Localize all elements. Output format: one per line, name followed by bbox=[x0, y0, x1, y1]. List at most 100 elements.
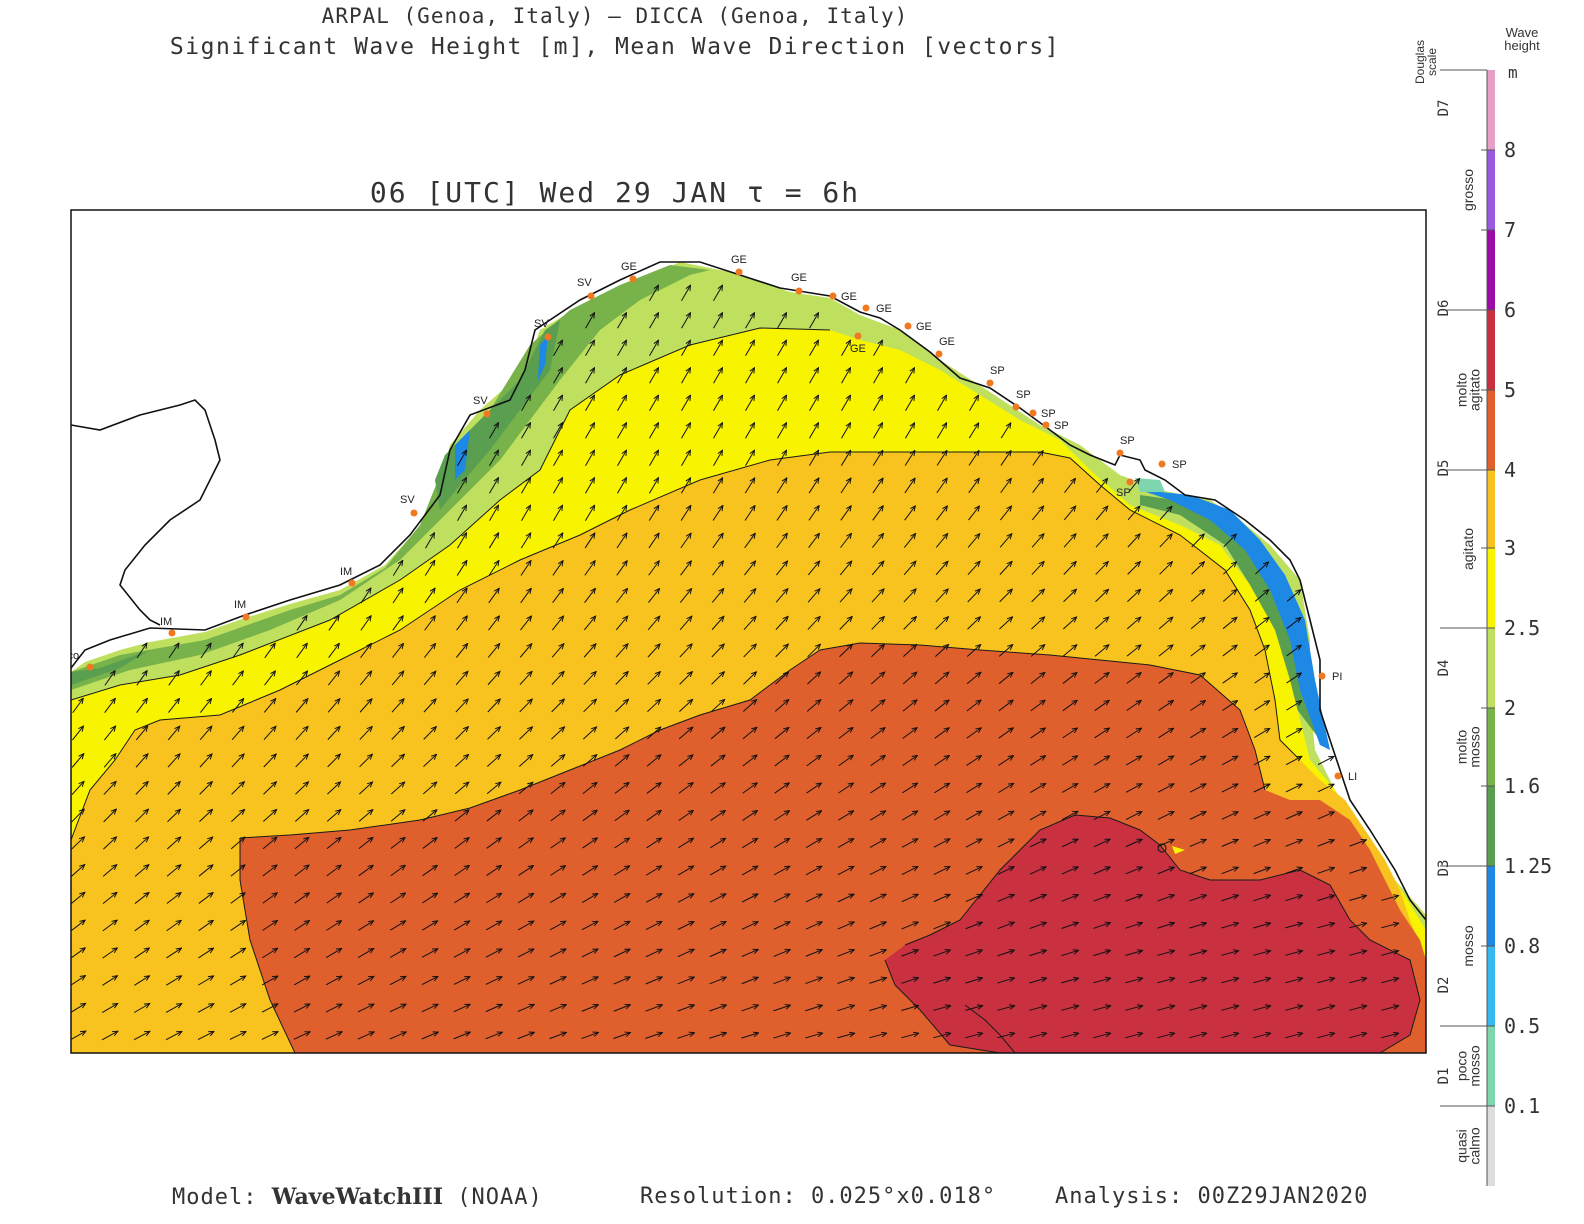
wave-vector bbox=[425, 533, 434, 549]
wave-vector bbox=[167, 782, 181, 795]
wave-vector bbox=[553, 450, 563, 467]
wave-vector bbox=[870, 700, 885, 712]
wave-vector bbox=[713, 450, 723, 467]
wave-vector bbox=[1285, 895, 1302, 902]
wave-vector bbox=[901, 950, 919, 957]
wave-vector bbox=[582, 755, 597, 767]
wave-vector bbox=[1317, 756, 1334, 766]
wave-vector bbox=[773, 922, 790, 930]
wave-vector bbox=[933, 811, 950, 821]
wave-vector bbox=[1189, 895, 1207, 902]
wave-vector bbox=[1189, 1033, 1206, 1039]
wave-vector bbox=[805, 1005, 822, 1012]
wave-vector bbox=[585, 478, 595, 494]
wave-vector bbox=[1190, 589, 1204, 602]
city-label: SP bbox=[990, 365, 1005, 377]
wave-vector bbox=[294, 948, 309, 959]
colorbar-tick-label: 6 bbox=[1504, 298, 1516, 322]
wave-vector bbox=[1253, 895, 1270, 902]
colorbar-tick-label: 4 bbox=[1504, 458, 1516, 482]
wave-vector bbox=[966, 756, 982, 766]
wave-vector bbox=[359, 671, 371, 686]
city-label: SV bbox=[473, 395, 488, 407]
wave-vector bbox=[487, 727, 501, 740]
city-label: SV bbox=[400, 494, 415, 506]
wave-vector bbox=[1157, 812, 1174, 820]
colorbar-segment bbox=[1487, 310, 1495, 390]
wave-vector bbox=[838, 672, 852, 685]
wave-vector bbox=[583, 671, 596, 685]
wave-vector bbox=[1061, 978, 1078, 984]
sea-state-label: grosso bbox=[1460, 169, 1476, 211]
wave-vector bbox=[999, 589, 1013, 603]
wave-vector bbox=[678, 755, 693, 767]
wave-vector bbox=[934, 783, 949, 794]
wave-vector bbox=[518, 893, 533, 904]
wave-vector bbox=[741, 1005, 758, 1012]
city-label: GE bbox=[876, 303, 892, 315]
wave-vector bbox=[456, 560, 467, 576]
wave-vector bbox=[646, 810, 662, 822]
wave-vector bbox=[678, 783, 693, 794]
colorbar-tick-label: 2 bbox=[1504, 696, 1516, 720]
wave-vector bbox=[1253, 756, 1270, 766]
wave-vector bbox=[777, 423, 787, 439]
wave-vector bbox=[1221, 784, 1238, 793]
wave-vector bbox=[1093, 895, 1111, 902]
wave-vector bbox=[520, 616, 531, 631]
wave-vector bbox=[871, 644, 884, 658]
wave-vector bbox=[681, 450, 691, 467]
wave-vector bbox=[296, 616, 307, 631]
wave-vector bbox=[681, 423, 691, 439]
wave-vector bbox=[933, 839, 950, 848]
wave-vector bbox=[424, 560, 435, 576]
city-label: SV bbox=[534, 318, 549, 330]
wave-vector bbox=[645, 894, 662, 903]
wave-vector bbox=[583, 727, 596, 740]
wave-vector bbox=[551, 727, 564, 740]
wave-vector bbox=[166, 865, 181, 877]
wave-vector bbox=[711, 699, 724, 712]
wave-vector bbox=[841, 395, 851, 412]
wave-vector bbox=[422, 865, 438, 877]
wave-vector bbox=[997, 839, 1014, 848]
wave-vector bbox=[389, 949, 406, 958]
wave-vector bbox=[518, 755, 532, 767]
city-dot bbox=[986, 379, 994, 387]
wave-vector bbox=[936, 423, 946, 439]
wave-vector bbox=[521, 423, 531, 439]
wave-vector bbox=[965, 811, 982, 821]
wave-vector bbox=[871, 561, 884, 576]
wave-vector bbox=[295, 754, 309, 768]
wave-vector bbox=[966, 672, 981, 685]
wave-vector bbox=[1222, 645, 1237, 657]
wave-vector bbox=[680, 533, 691, 549]
wave-vector bbox=[777, 450, 786, 467]
wave-vector bbox=[391, 754, 405, 768]
city-marker: GE bbox=[850, 332, 866, 355]
wave-vector bbox=[965, 950, 982, 957]
wave-vector bbox=[552, 588, 564, 604]
colorbar-segment bbox=[1487, 390, 1495, 470]
wave-vector bbox=[680, 478, 690, 494]
wave-vector bbox=[486, 893, 501, 904]
wave-vector bbox=[1093, 867, 1111, 875]
wave-vector bbox=[809, 395, 819, 412]
wave-vector bbox=[584, 588, 596, 603]
wave-vector bbox=[839, 644, 853, 658]
wave-vector bbox=[104, 698, 116, 714]
sea-state-label: mosso bbox=[1460, 925, 1476, 966]
wave-vector bbox=[1127, 478, 1139, 493]
wave-vector bbox=[1221, 840, 1239, 847]
wave-vector bbox=[453, 949, 470, 958]
colorbar-tick-label: 7 bbox=[1504, 218, 1516, 242]
wave-vector bbox=[649, 285, 659, 302]
wave-vector bbox=[198, 948, 213, 959]
wave-vector bbox=[649, 313, 659, 329]
wave-vector bbox=[549, 1032, 567, 1040]
city-label: SP bbox=[1120, 435, 1135, 447]
wave-vector bbox=[358, 837, 373, 849]
band-5.0-6.0 bbox=[885, 815, 1420, 1053]
wave-vector bbox=[873, 340, 883, 357]
wave-vector bbox=[904, 450, 915, 466]
